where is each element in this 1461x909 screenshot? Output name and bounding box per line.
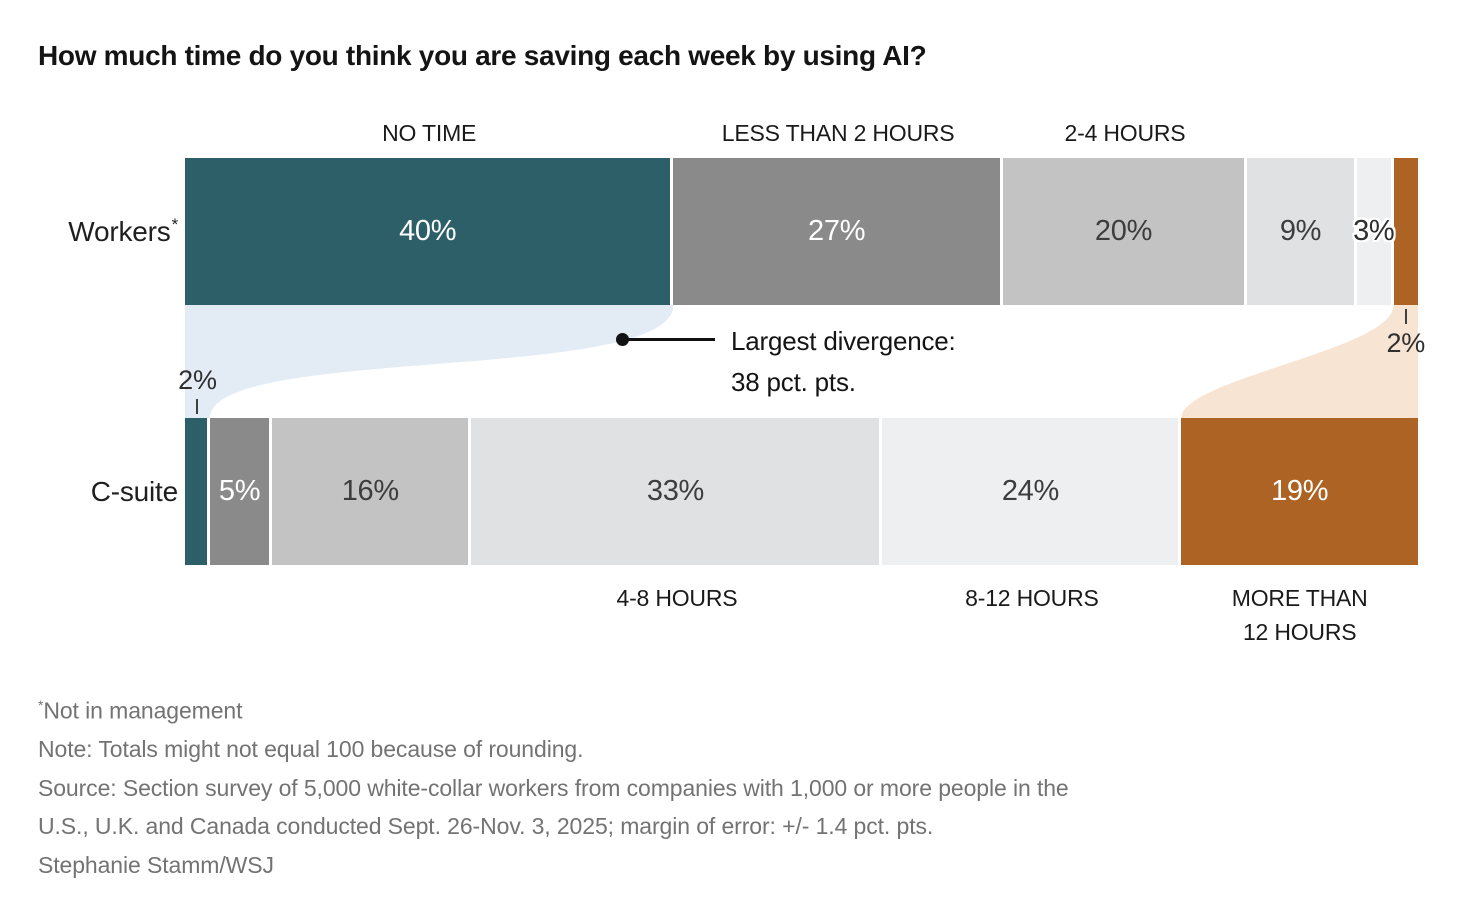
bar-segment-workers-1: 27%	[673, 158, 1003, 305]
flows-layer	[185, 305, 1418, 418]
annotation-line2: 38 pct. pts.	[731, 367, 856, 397]
outside-label-workers: 2%	[1386, 328, 1426, 358]
category-label-0: NO TIME	[382, 120, 477, 146]
segment-value-label: 5%	[218, 475, 261, 507]
category-label-2: 2-4 HOURS	[1064, 120, 1186, 146]
chart-title: How much time do you think you are savin…	[38, 40, 927, 71]
segment-value-label: 24%	[1001, 475, 1059, 507]
bar-csuite: 5% 16% 33% 24% 19%	[185, 418, 1418, 565]
bar-segment-workers-4: 3%	[1353, 158, 1395, 305]
bar-segment-csuite-1: 5%	[209, 418, 273, 565]
bar-segment-csuite-0	[185, 418, 210, 565]
bar-segment-workers-2: 20%	[1002, 158, 1248, 305]
segment-value-label: 9%	[1279, 215, 1322, 247]
segment-value-label: 19%	[1271, 475, 1329, 507]
outside-label-csuite: 2%	[178, 365, 217, 395]
footnote-asterisk-symbol: *	[38, 697, 44, 713]
segment-value-label: 3%	[1353, 215, 1395, 247]
source-line-2: U.S., U.K. and Canada conducted Sept. 26…	[38, 813, 934, 840]
row-label-workers-text: Workers	[68, 215, 171, 247]
category-label-1: LESS THAN 2 HOURS	[721, 120, 955, 146]
row-label-csuite: C-suite	[38, 418, 178, 565]
footnote-rounding: Note: Totals might not equal 100 because…	[38, 736, 584, 763]
category-label-5: MORE THAN 12 HOURS	[1231, 585, 1368, 645]
bar-segment-workers-3: 9%	[1247, 158, 1357, 305]
annotation-leader-line	[622, 338, 715, 341]
segment-value-label: 33%	[646, 475, 705, 507]
bar-segment-csuite-2: 16%	[272, 418, 472, 565]
outside-label-workers-tick	[1404, 309, 1407, 324]
credit-line: Stephanie Stamm/WSJ	[38, 851, 274, 878]
outside-label-csuite-tick	[196, 399, 199, 414]
footnote-asterisk: *Not in management	[38, 686, 1069, 730]
category-label-4: 8-12 HOURS	[965, 585, 1099, 611]
flow-no-time	[185, 305, 674, 418]
segment-value-label: 20%	[1094, 215, 1153, 247]
footnote-asterisk-text: Not in management	[43, 697, 243, 724]
segment-value-label: 40%	[399, 215, 457, 247]
workers-asterisk: *	[171, 215, 179, 235]
footnotes: *Not in management Note: Totals might no…	[38, 686, 1069, 884]
bar-workers: 40% 27% 20% 9% 3%	[185, 158, 1418, 305]
bar-segment-csuite-4: 24%	[882, 418, 1182, 565]
row-label-workers: Workers*	[38, 158, 178, 305]
segment-value-label: 27%	[808, 215, 866, 247]
bar-segment-workers-5	[1393, 158, 1418, 305]
annotation-line1: Largest divergence:	[731, 326, 956, 356]
category-label-3: 4-8 HOURS	[616, 585, 738, 611]
bar-segment-csuite-5: 19%	[1181, 418, 1418, 565]
segment-value-label: 16%	[341, 475, 399, 507]
row-label-csuite-text: C-suite	[90, 475, 178, 507]
bar-segment-workers-0: 40%	[185, 158, 674, 305]
annotation-text: Largest divergence: 38 pct. pts.	[731, 321, 956, 403]
flow-more-than-12	[1181, 305, 1418, 418]
source-line-1: Source: Section survey of 5,000 white-co…	[38, 774, 1069, 801]
bar-segment-csuite-3: 33%	[471, 418, 883, 565]
